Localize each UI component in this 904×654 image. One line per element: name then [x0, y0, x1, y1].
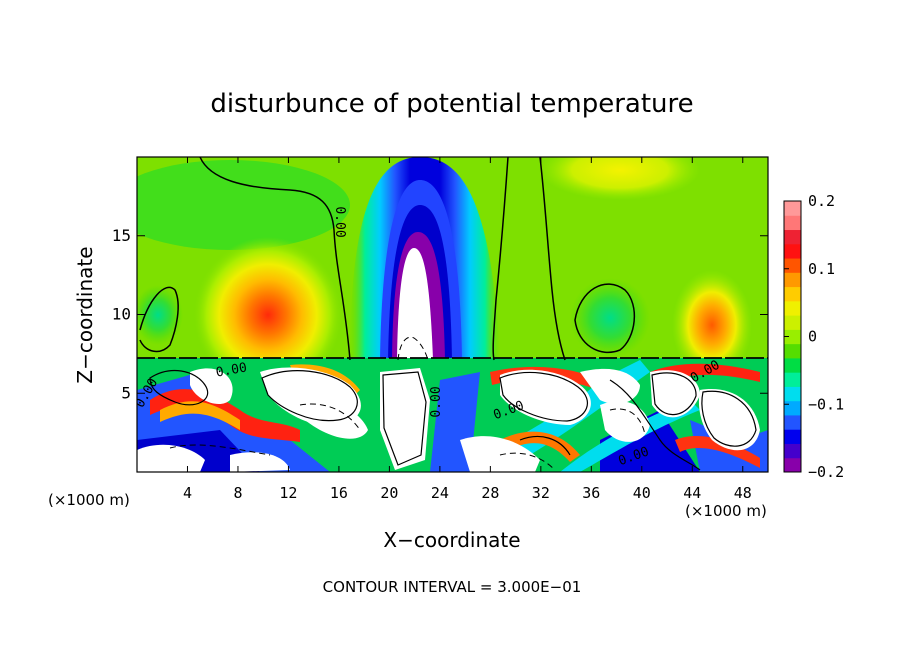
yellow-region-top-right [540, 157, 700, 200]
x-tick-label: 32 [532, 484, 550, 502]
contour-label: 0.00 [215, 360, 248, 380]
plot-field: 0.00 0.00 0.00 0.00 0.00 0.00 0.00 [137, 157, 768, 472]
y-axis-title: Z−coordinate [73, 246, 97, 383]
y-axis: 5 10 15 [112, 226, 768, 402]
colorbar-swatch [784, 386, 801, 402]
cool-cell-right [570, 278, 650, 358]
colorbar-swatch [784, 429, 801, 444]
contour-lines [137, 157, 768, 361]
plume-core [397, 248, 433, 360]
contour-label: 0.00 [429, 386, 444, 417]
contour-label: 0.00 [332, 206, 347, 237]
x-tick-label: 40 [633, 484, 651, 502]
colorbar-swatch [784, 215, 801, 231]
x-tick-label: 44 [683, 484, 701, 502]
turbulent-lower-layer [137, 358, 768, 472]
x-tick-label: 16 [330, 484, 348, 502]
colorbar-swatch [784, 243, 801, 259]
x-tick-label: 36 [582, 484, 600, 502]
y-tick-label: 15 [112, 226, 131, 245]
x-unit-label-left: (×1000 m) [48, 491, 130, 509]
colorbar-tick-label: 0.1 [808, 260, 835, 278]
colorbar-swatch [784, 272, 801, 288]
colorbar-tick-label: 0 [808, 328, 817, 346]
colorbar-swatch [784, 414, 801, 430]
colorbar-tick-label: −0.1 [808, 395, 844, 413]
colorbar-swatch [784, 457, 801, 473]
colorbar-swatch [784, 300, 801, 316]
colorbar-swatch [784, 258, 801, 273]
x-tick-label: 28 [481, 484, 499, 502]
colorbar-swatch [784, 372, 801, 387]
contour-interval-note: CONTOUR INTERVAL = 3.000E−01 [323, 578, 582, 596]
colorbar-swatch [784, 229, 801, 245]
colorbar-swatch [784, 400, 801, 416]
x-axis-title: X−coordinate [383, 528, 520, 552]
x-tick-label: 48 [734, 484, 752, 502]
colorbar-tick-label: 0.2 [808, 192, 835, 210]
upper-green-region-left [137, 160, 350, 250]
colorbar-swatch [784, 286, 801, 302]
colorbar-swatch [784, 315, 801, 330]
colorbar-tick-label: −0.2 [808, 463, 844, 481]
warm-anomaly-right [672, 270, 752, 380]
cool-cell-left [137, 285, 183, 345]
chart-title: disturbunce of potential temperature [210, 89, 693, 119]
x-tick-label: 12 [279, 484, 297, 502]
y-tick-label: 10 [112, 305, 131, 324]
x-tick-label: 24 [431, 484, 449, 502]
x-axis: 4 8 12 16 20 24 28 32 36 40 44 48 [183, 157, 752, 502]
colorbar-swatch [784, 343, 801, 359]
x-tick-label: 4 [183, 484, 192, 502]
colorbar: 0.2 0.1 0 −0.1 −0.2 [783, 192, 844, 481]
y-tick-label: 5 [121, 383, 131, 402]
colorbar-swatch [784, 357, 801, 373]
colorbar-swatch [784, 329, 801, 345]
x-tick-label: 8 [233, 484, 242, 502]
x-tick-label: 20 [380, 484, 398, 502]
colorbar-swatch [784, 201, 801, 216]
colorbar-swatch [784, 443, 801, 459]
x-unit-label-right: (×1000 m) [685, 502, 767, 520]
warm-anomaly-left [193, 237, 343, 393]
